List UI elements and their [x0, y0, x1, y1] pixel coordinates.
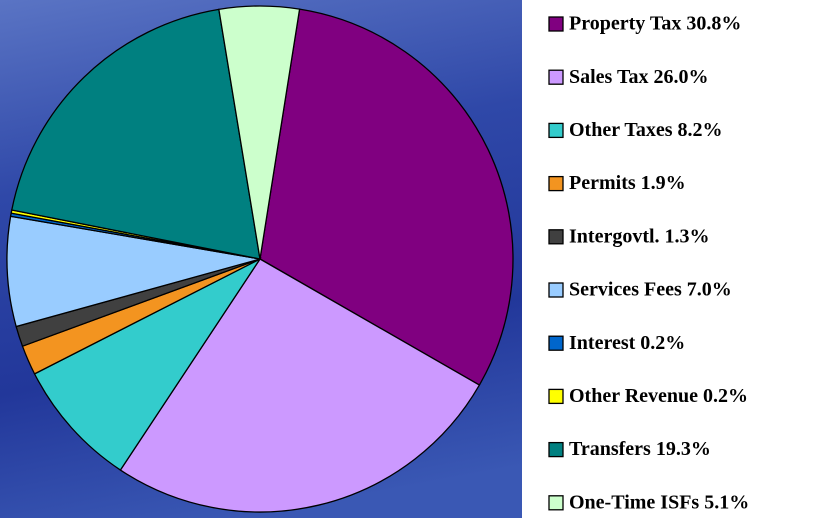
legend-label: Other Revenue 0.2% [569, 385, 748, 407]
legend-swatch [548, 16, 564, 32]
legend-box [522, 0, 834, 518]
legend-swatch [548, 388, 564, 405]
legend-swatch [548, 335, 564, 351]
legend-label: Services Fees 7.0% [569, 279, 732, 301]
legend-swatch [548, 175, 564, 192]
legend-swatch [548, 229, 564, 245]
legend-label: Sales Tax 26.0% [569, 66, 708, 88]
pie-slice [33, 257, 262, 471]
legend-label: Other Taxes 8.2% [569, 119, 723, 141]
pie-slice [119, 258, 481, 513]
legend-label: Permits 1.9% [569, 172, 686, 194]
legend-swatch [548, 495, 564, 511]
pie-slice [218, 5, 301, 260]
pie-slice [259, 8, 514, 386]
legend-label: One-Time ISFs 5.1% [569, 491, 749, 513]
legend-swatch [548, 282, 564, 298]
legend-swatch [548, 441, 564, 458]
legend-label: Interest 0.2% [569, 332, 685, 354]
legend-label: Transfers 19.3% [569, 438, 711, 460]
legend-swatch [548, 69, 564, 85]
legend-label: Intergovtl. 1.3% [569, 225, 710, 247]
pie-slice [6, 215, 261, 328]
legend-label: Property Tax 30.8% [569, 13, 741, 35]
legend-swatch [548, 122, 564, 139]
pie-slice [11, 8, 261, 260]
